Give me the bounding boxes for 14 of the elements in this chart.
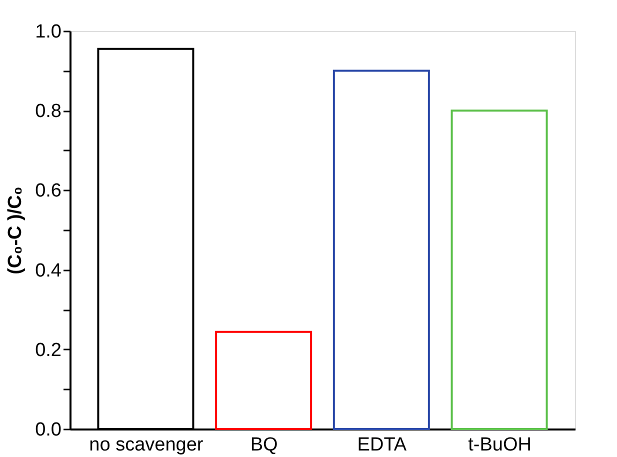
y-tick-label: 0.8 (35, 101, 62, 122)
y-axis-title: (C₀-C )/C₀ (5, 186, 26, 274)
bar (450, 110, 548, 430)
x-tick-label: t-BuOH (468, 434, 532, 456)
y-tick-label: 0.2 (35, 340, 62, 361)
y-tick-label: 0.6 (35, 180, 62, 202)
x-tick-label: BQ (250, 434, 278, 456)
y-tick-label: 0.0 (35, 420, 62, 440)
bar (215, 330, 312, 430)
x-tick-label: EDTA (357, 434, 407, 456)
x-tick-label: no scavenger (89, 434, 204, 456)
y-tick-label: 0.4 (35, 260, 62, 282)
y-tick-label: 1.0 (35, 22, 62, 42)
bar (332, 70, 430, 430)
